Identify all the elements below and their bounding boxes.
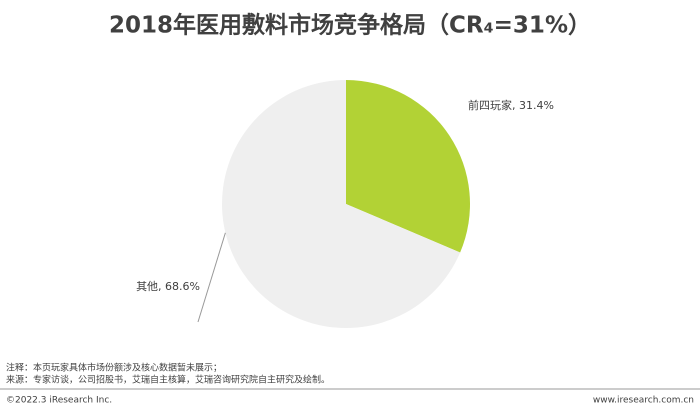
note: 来源：专家访谈，公司招股书，艾瑞自主核算，艾瑞咨询研究院自主研究及绘制。	[6, 374, 330, 386]
pie-slice	[346, 80, 470, 253]
data-label: 其他, 68.6%	[136, 280, 200, 293]
chart-title: 2018年医用敷料市场竞争格局（CR₄=31%）	[109, 12, 591, 39]
leader-line	[197, 232, 226, 323]
note: 注释：本页玩家具体市场份额涉及核心数据暂未展示；	[6, 362, 222, 374]
data-label: 前四玩家, 31.4%	[468, 98, 554, 112]
footer-right: www.iresearch.com.cn	[593, 396, 694, 406]
pie-slice	[221, 80, 461, 328]
footer-left: ©2022.3 iResearch Inc.	[6, 396, 112, 406]
